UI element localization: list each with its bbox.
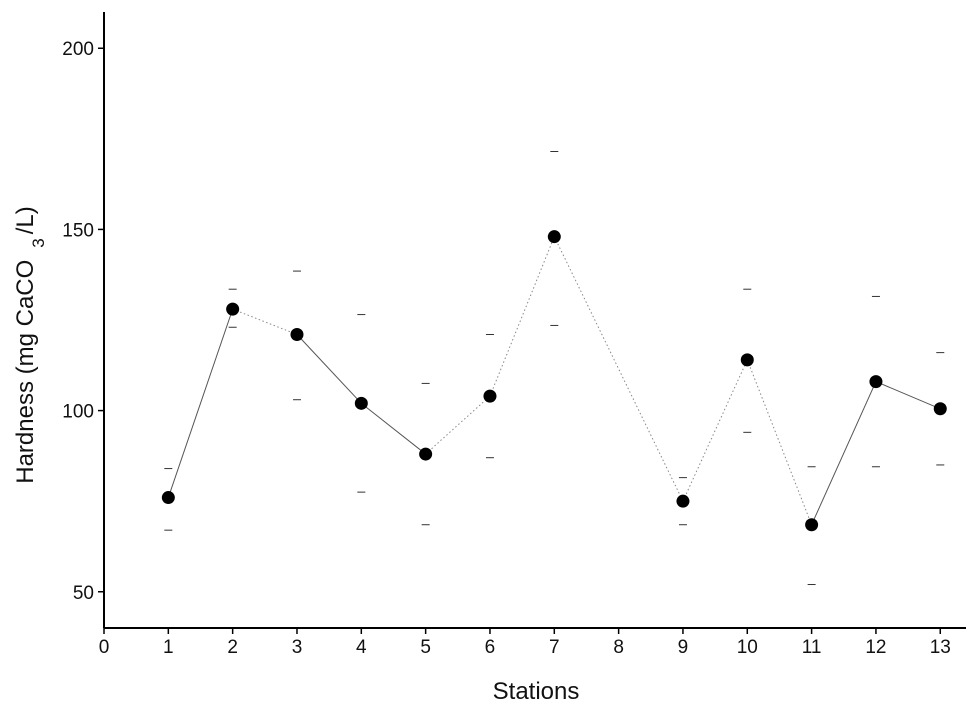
data-point: [354, 396, 368, 410]
y-tick-label: 50: [73, 583, 94, 604]
connector-line: [875, 381, 941, 410]
x-tick-label: 7: [549, 637, 560, 658]
connector-line: [553, 236, 684, 502]
y-tick-label: 100: [62, 402, 94, 423]
connector-line: [811, 381, 877, 525]
data-point: [226, 302, 240, 316]
data-point: [483, 389, 497, 403]
x-tick-label: 11: [802, 637, 822, 658]
axes: [103, 12, 966, 629]
data-point: [676, 494, 690, 508]
data-point: [419, 447, 433, 461]
data-point: [869, 375, 883, 389]
connector-line: [682, 359, 748, 502]
y-tick-label: 150: [62, 220, 94, 241]
connector-line: [167, 308, 234, 498]
connector-lines: [167, 236, 941, 525]
data-point: [547, 230, 561, 244]
connector-line: [361, 402, 426, 455]
x-tick-label: 3: [292, 637, 303, 658]
x-tick-label: 6: [485, 637, 496, 658]
x-tick-label: 4: [356, 637, 367, 658]
x-tick-label: 2: [227, 637, 238, 658]
x-tick-label: 0: [99, 637, 110, 658]
connector-line: [296, 334, 362, 404]
data-point: [740, 353, 754, 367]
x-tick-label: 13: [930, 637, 951, 658]
y-axis-title: Hardness (mg CaCO 3/L): [12, 206, 48, 484]
x-tick-label: 5: [420, 637, 431, 658]
y-axis-title-prefix: Hardness (mg CaCO: [12, 260, 39, 484]
data-point: [161, 491, 175, 505]
x-tick-label: 9: [678, 637, 689, 658]
error-caps: [164, 151, 945, 586]
connector-line: [746, 359, 813, 525]
x-axis-title: Stations: [493, 678, 580, 705]
y-axis-title-subscript: 3: [29, 238, 48, 247]
data-points: [161, 230, 947, 532]
y-axis-title-suffix: /L): [12, 206, 39, 234]
x-tick-label: 1: [163, 637, 174, 658]
data-point: [805, 518, 819, 532]
data-point: [933, 402, 947, 416]
connector-line: [232, 308, 298, 335]
connector-line: [489, 236, 555, 397]
x-tick-label: 8: [613, 637, 624, 658]
x-tick-label: 10: [737, 637, 758, 658]
connector-line: [425, 395, 491, 455]
x-tick-label: 12: [865, 637, 886, 658]
y-tick-label: 200: [62, 39, 94, 60]
data-point: [290, 327, 304, 341]
